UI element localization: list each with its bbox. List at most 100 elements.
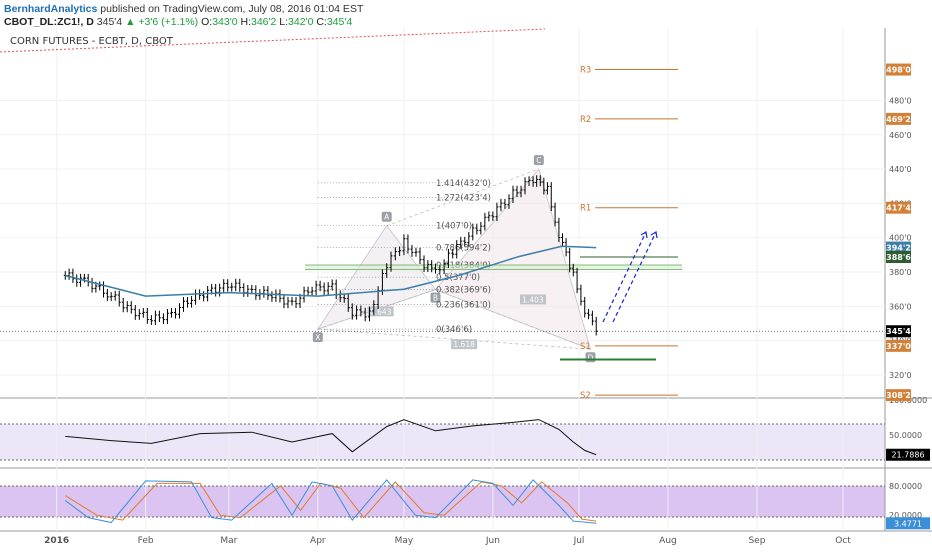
pattern-ratio-label: 1.618 <box>453 340 475 349</box>
price-axis-badge-label: 388'6 <box>886 253 911 262</box>
stochastic-k-line <box>64 479 597 524</box>
moving-average-line <box>65 245 597 297</box>
price-bar <box>479 221 483 235</box>
price-bar <box>542 177 546 195</box>
chart-title: CORN FUTURES - ECBT, D, CBOT <box>10 36 174 47</box>
price-bar <box>322 282 326 296</box>
fib-label: 0.5(377'0) <box>436 273 480 283</box>
price-bar <box>145 308 149 324</box>
publish-info: published on TradingView.com, July 08, 2… <box>100 3 364 15</box>
bd-leg <box>435 289 591 350</box>
price-bar <box>294 296 298 309</box>
zone-band <box>305 265 682 270</box>
ratio-box <box>519 294 546 305</box>
x-tick-label: Mar <box>220 536 237 546</box>
price-bar <box>451 248 455 259</box>
price-bar <box>372 300 376 316</box>
price-bar <box>153 310 157 326</box>
price-bar <box>422 255 426 273</box>
forecast-arrow-head <box>650 230 658 239</box>
price-bar <box>222 279 226 293</box>
price-bar <box>418 247 422 264</box>
trendline-layer <box>0 28 546 53</box>
fib-label: 1(407'0) <box>436 222 472 232</box>
author-link[interactable]: BernhardAnalytics <box>4 3 98 15</box>
price-bar <box>282 293 286 309</box>
x-tick-label: Oct <box>835 536 851 546</box>
stoch-value-badge <box>886 517 930 530</box>
moving-average-layer <box>65 245 597 297</box>
price-bar <box>190 296 194 308</box>
open-value: 343'0 <box>212 16 238 28</box>
price-bar <box>129 301 133 314</box>
price-bar <box>560 233 564 247</box>
forecast-layer <box>602 230 658 323</box>
fib-label: 1.272(423'4) <box>436 193 491 203</box>
price-bar <box>186 296 190 308</box>
price-bar <box>557 217 561 242</box>
price-bar <box>487 211 491 222</box>
candles-layer <box>63 175 598 336</box>
low-label: L: <box>279 16 289 28</box>
fib-label: 0.382(369'6) <box>436 286 491 296</box>
high-value: 346'2 <box>250 16 277 28</box>
price-bar <box>463 236 467 247</box>
price-bar <box>511 185 515 203</box>
rsi-line <box>65 419 597 456</box>
price-bar <box>467 231 471 247</box>
price-axis-badge <box>886 63 911 76</box>
pivot-label: R2 <box>580 115 591 125</box>
price-bar <box>137 309 141 320</box>
price-bar <box>254 285 258 300</box>
price-axis-badge-label: 308'2 <box>886 391 911 400</box>
price-bar <box>302 286 306 303</box>
price-axis-badge <box>886 389 911 402</box>
price-bar <box>290 296 294 306</box>
price-bar <box>503 198 507 209</box>
fib-label: 0(346'6) <box>436 325 472 335</box>
fib-label: 0.786(394'2) <box>436 244 491 254</box>
pivot-label: R3 <box>580 66 591 76</box>
fib-label: 0.236(361'0) <box>436 301 491 311</box>
fib-layer: 1.414(432'0) 1.272(423'4) 1(407'0) 0.786(39… <box>0 179 885 335</box>
stoch-band <box>0 486 885 517</box>
forecast-arrow-line <box>612 231 657 323</box>
y-tick-label: 360'0 <box>889 302 912 311</box>
pivot-label: S2 <box>580 391 591 401</box>
price-bar <box>398 246 402 256</box>
price-bar <box>298 293 302 309</box>
price-bar <box>459 236 463 249</box>
forecast-arrow-head <box>640 230 648 239</box>
pattern-point-marker <box>533 155 544 166</box>
price-bar <box>590 310 594 326</box>
price-bar <box>250 284 254 294</box>
price-bar <box>402 234 406 256</box>
price-bar <box>535 175 539 187</box>
price-bar <box>507 194 511 209</box>
fib-label: 1.414(432'0) <box>436 179 491 189</box>
price-bar <box>157 310 161 322</box>
price-axis-badge-label: 337'0 <box>886 342 911 351</box>
stoch-tick-label: 80.0000 <box>889 482 922 491</box>
price-bar <box>266 285 270 300</box>
price-axis-badge <box>886 251 911 264</box>
pattern-point-label: A <box>384 213 390 222</box>
price-bar <box>438 265 442 275</box>
price-bar <box>519 185 523 198</box>
price-bar <box>579 284 583 306</box>
pattern-point-marker <box>430 292 441 303</box>
price-bar <box>568 247 572 273</box>
price-change: ▲ +3'6 (+1.1%) <box>125 16 199 28</box>
y-tick-label: 380'0 <box>889 268 912 277</box>
last-price: 345'4 <box>96 16 123 28</box>
price-bar <box>363 307 367 322</box>
price-bar <box>430 260 434 273</box>
price-axis-badge <box>886 325 911 338</box>
symbol-label[interactable]: CBOT_DL:ZC1!, D <box>4 16 94 28</box>
price-bar <box>471 223 475 241</box>
price-bar <box>310 286 314 297</box>
price-bar <box>79 273 83 287</box>
y-tick-label: 400'0 <box>889 234 912 243</box>
